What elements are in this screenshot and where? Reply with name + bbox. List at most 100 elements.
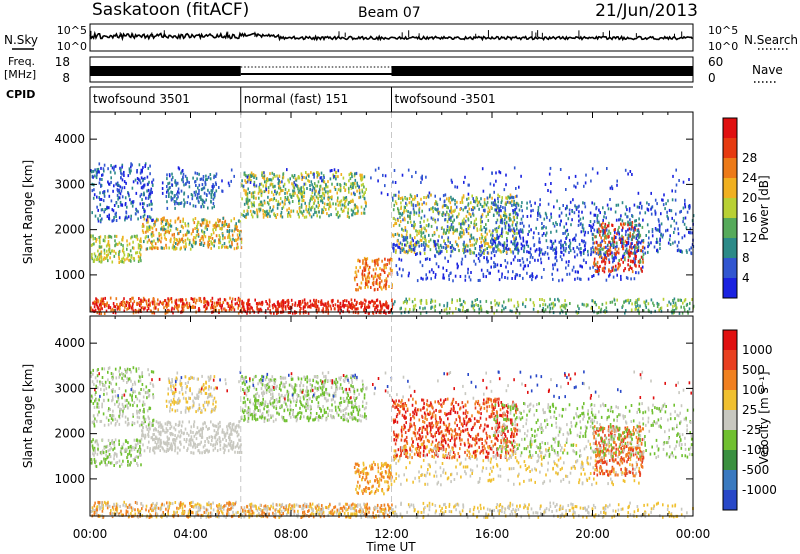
- range-gate-cell: [193, 218, 195, 221]
- range-gate-cell: [360, 301, 362, 304]
- range-gate-cell: [459, 233, 461, 236]
- range-gate-cell: [563, 253, 565, 256]
- range-gate-cell: [429, 270, 431, 273]
- range-gate-cell: [399, 212, 401, 215]
- range-gate-cell: [222, 234, 224, 237]
- range-gate-cell: [361, 282, 363, 285]
- range-gate-cell: [609, 198, 611, 201]
- range-gate-cell: [128, 192, 130, 195]
- range-gate-cell: [442, 276, 444, 279]
- range-gate-cell: [618, 252, 620, 255]
- range-gate-cell: [473, 214, 475, 217]
- range-gate-cell: [414, 198, 416, 201]
- range-gate-cell: [566, 273, 568, 276]
- range-gate-cell: [631, 242, 633, 245]
- range-gate-cell: [94, 300, 96, 303]
- range-gate-cell: [566, 214, 568, 217]
- range-gate-cell: [470, 221, 472, 224]
- range-gate-cell: [612, 260, 614, 263]
- range-gate-cell: [566, 222, 568, 225]
- range-gate-cell: [575, 206, 577, 209]
- range-gate-cell: [171, 183, 173, 186]
- range-gate-cell: [335, 188, 337, 191]
- range-gate-cell: [489, 272, 491, 275]
- range-gate-cell: [267, 177, 269, 180]
- range-gate-cell: [196, 299, 198, 302]
- range-gate-cell: [122, 178, 124, 181]
- range-gate-cell: [678, 248, 680, 251]
- range-gate-cell: [638, 217, 640, 220]
- range-gate-cell: [369, 277, 371, 280]
- range-gate-cell: [323, 206, 325, 209]
- range-gate-cell: [545, 251, 547, 254]
- range-gate-cell: [303, 210, 305, 213]
- range-gate-cell: [351, 213, 353, 216]
- range-gate-cell: [342, 204, 344, 207]
- range-gate-cell: [166, 246, 168, 249]
- range-gate-cell: [126, 257, 128, 260]
- range-gate-cell: [131, 306, 133, 309]
- range-gate-cell: [152, 184, 154, 187]
- range-gate-cell: [94, 305, 96, 308]
- range-gate-cell: [277, 301, 279, 304]
- range-gate-cell: [356, 205, 358, 208]
- range-gate-cell: [133, 180, 135, 183]
- range-gate-cell: [686, 249, 688, 252]
- range-gate-cell: [120, 168, 122, 171]
- range-gate-cell: [101, 178, 103, 181]
- range-gate-cell: [607, 250, 609, 253]
- range-gate-cell: [162, 181, 164, 184]
- range-gate-cell: [563, 226, 565, 229]
- range-gate-cell: [109, 256, 111, 259]
- range-gate-cell: [178, 304, 180, 307]
- range-gate-cell: [629, 235, 631, 238]
- range-gate-cell: [480, 197, 482, 200]
- range-gate-cell: [522, 229, 524, 232]
- range-gate-cell: [471, 301, 473, 304]
- range-gate-cell: [231, 303, 233, 306]
- range-gate-cell: [678, 179, 680, 182]
- range-gate-cell: [375, 268, 377, 271]
- range-gate-cell: [214, 226, 216, 229]
- range-gate-cell: [256, 184, 258, 187]
- range-gate-cell: [180, 247, 182, 250]
- range-gate-cell: [107, 167, 109, 170]
- range-gate-cell: [187, 180, 189, 183]
- range-gate-cell: [521, 209, 523, 212]
- range-gate-cell: [321, 179, 323, 182]
- range-gate-cell: [555, 240, 557, 243]
- range-gate-cell: [675, 169, 677, 172]
- range-gate-cell: [409, 215, 411, 218]
- range-gate-cell: [102, 191, 104, 194]
- range-gate-cell: [316, 171, 318, 174]
- range-gate-cell: [517, 259, 519, 262]
- range-gate-cell: [96, 206, 98, 209]
- range-gate-cell: [263, 213, 265, 216]
- range-gate-cell: [670, 303, 672, 306]
- range-gate-cell: [503, 214, 505, 217]
- range-gate-cell: [428, 245, 430, 248]
- range-gate-cell: [358, 270, 360, 273]
- range-gate-cell: [463, 196, 465, 199]
- range-gate-cell: [559, 241, 561, 244]
- range-gate-cell: [395, 251, 397, 254]
- range-gate-cell: [516, 195, 518, 198]
- range-gate-cell: [480, 300, 482, 303]
- range-gate-cell: [150, 190, 152, 193]
- range-gate-cell: [281, 307, 283, 310]
- range-gate-cell: [251, 175, 253, 178]
- range-gate-cell: [580, 278, 582, 281]
- range-gate-cell: [123, 171, 125, 174]
- range-gate-cell: [598, 269, 600, 272]
- range-gate-cell: [125, 196, 127, 199]
- range-gate-cell: [151, 208, 153, 211]
- range-gate-cell: [100, 185, 102, 188]
- range-gate-cell: [114, 204, 116, 207]
- range-gate-cell: [435, 273, 437, 276]
- range-gate-cell: [144, 298, 146, 301]
- range-gate-cell: [376, 304, 378, 307]
- range-gate-cell: [561, 212, 563, 215]
- range-gate-cell: [498, 270, 500, 273]
- range-gate-cell: [513, 203, 515, 206]
- range-gate-cell: [318, 191, 320, 194]
